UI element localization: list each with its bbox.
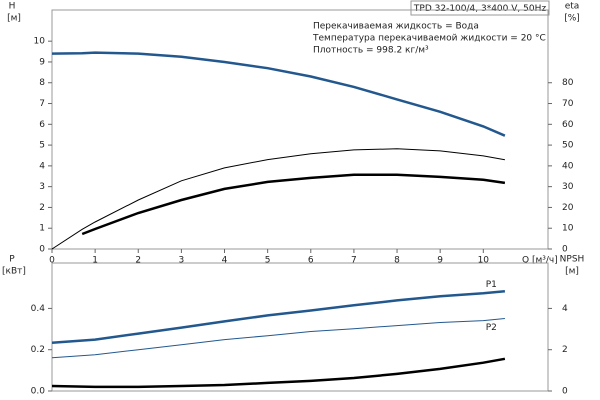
y2-tick-label: 80 [562,78,574,88]
y2-axis-label: eta [565,2,580,12]
y2-tick-label: 30 [562,182,574,192]
x-tick-label: 6 [308,256,314,266]
y-tick-label: 1 [39,224,45,234]
y2-axis-unit: [%] [564,14,580,24]
y-axis-label: P [9,255,15,265]
x-tick-label: 2 [135,256,141,266]
series-line [51,357,506,389]
y-axis-unit: [м] [7,14,21,24]
series-line [51,318,505,359]
y-tick-label: 3 [39,182,45,192]
y-tick-label: 0 [39,245,45,255]
series-line [51,148,505,250]
annotation: Перекачиваемая жидкость = Вода [313,22,479,32]
y-tick-label: 0.0 [31,387,46,397]
y-tick-label: 10 [34,37,46,47]
x-tick-label: 10 [478,256,490,266]
y-axis-label: H [9,2,16,12]
y2-tick-label: 4 [562,304,568,314]
y-axis-unit: [кВт] [2,267,26,277]
y-tick-label: 0.2 [31,345,45,355]
series-line [51,290,506,344]
x-tick-label: 3 [179,256,185,266]
x-tick-label: 9 [437,256,443,266]
x-tick-label: 8 [394,256,400,266]
y2-tick-label: 2 [562,345,568,355]
x-tick-label: 1 [92,256,98,266]
y-tick-label: 6 [39,120,45,130]
x-tick-label: 7 [351,256,357,266]
y2-axis-unit: [м] [565,267,579,277]
y-tick-label: 8 [39,78,45,88]
y-tick-label: 9 [39,57,45,67]
y-tick-label: 2 [39,203,45,213]
x-axis-label: Q [м³/ч] [522,256,558,266]
x-tick-label: 0 [49,256,55,266]
y2-tick-label: 10 [562,224,574,234]
annotation: Плотность = 998.2 кг/м³ [313,46,429,56]
y-tick-label: 0.4 [31,304,46,314]
series-label: P1 [486,280,497,290]
y2-tick-label: 20 [562,203,574,213]
plot-frame [51,262,549,392]
y2-tick-label: 0 [562,245,568,255]
plot-frame [51,9,549,250]
title-box [410,0,550,16]
y2-tick-label: 60 [562,120,574,130]
y-tick-label: 4 [39,161,45,171]
y2-tick-label: 50 [562,141,574,151]
y2-tick-label: 70 [562,99,574,109]
x-tick-label: 4 [222,256,228,266]
x-tick-label: 5 [265,256,271,266]
annotation: Температура перекачиваемой жидкости = 20… [312,34,546,44]
series-label: P2 [486,323,497,333]
y2-tick-label: 40 [562,161,574,171]
y-tick-label: 5 [39,141,45,151]
y2-axis-label: NPSH [560,255,585,265]
y-tick-label: 7 [39,99,45,109]
y2-tick-label: 0 [562,387,568,397]
chart-title: TPD 32-100/4, 3*400 V, 50Hz [413,4,546,14]
series-line [51,51,506,137]
series-line [81,173,506,236]
